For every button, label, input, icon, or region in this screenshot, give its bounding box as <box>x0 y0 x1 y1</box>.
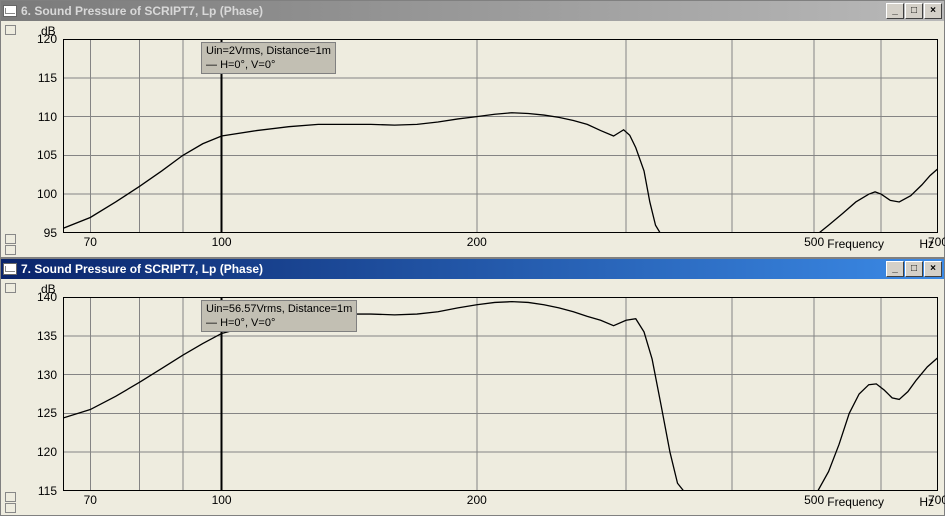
plot-area <box>63 297 938 491</box>
tool-icon[interactable] <box>5 234 16 244</box>
tool-icon[interactable] <box>5 503 16 513</box>
maximize-button[interactable]: □ <box>905 261 923 277</box>
minimize-button[interactable]: _ <box>886 3 904 19</box>
titlebar-7[interactable]: 7. Sound Pressure of SCRIPT7, Lp (Phase)… <box>1 259 944 279</box>
window-title: 7. Sound Pressure of SCRIPT7, Lp (Phase) <box>21 262 886 276</box>
left-toolbar-bottom <box>5 234 16 255</box>
tool-icon[interactable] <box>5 25 16 35</box>
chart-client-area: dB 115120125130135140 70100200500700 Fre… <box>1 279 944 515</box>
x-axis-label: Frequency <box>827 237 884 251</box>
legend-box: Uin=2Vrms, Distance=1m H=0°, V=0° <box>201 42 336 74</box>
close-button[interactable]: × <box>924 261 942 277</box>
window-buttons: _ □ × <box>886 261 942 277</box>
x-axis-label: Frequency <box>827 495 884 509</box>
minimize-button[interactable]: _ <box>886 261 904 277</box>
close-button[interactable]: × <box>924 3 942 19</box>
legend-line1: Uin=56.57Vrms, Distance=1m <box>206 302 352 316</box>
tool-icon[interactable] <box>5 283 16 293</box>
chart-icon <box>3 5 17 17</box>
x-tick-labels: 70100200500700 <box>63 235 938 251</box>
chart-window-7: 7. Sound Pressure of SCRIPT7, Lp (Phase)… <box>0 258 945 516</box>
y-tick-labels: 115120125130135140 <box>31 297 61 491</box>
chart-icon <box>3 263 17 275</box>
y-tick-labels: 95100105110115120 <box>31 39 61 233</box>
tool-icon[interactable] <box>5 492 16 502</box>
chart-window-6: 6. Sound Pressure of SCRIPT7, Lp (Phase)… <box>0 0 945 258</box>
legend-line1: Uin=2Vrms, Distance=1m <box>206 44 331 58</box>
plot-area <box>63 39 938 233</box>
window-buttons: _ □ × <box>886 3 942 19</box>
titlebar-6[interactable]: 6. Sound Pressure of SCRIPT7, Lp (Phase)… <box>1 1 944 21</box>
legend-line2: H=0°, V=0° <box>206 58 331 72</box>
tool-icon[interactable] <box>5 245 16 255</box>
legend-box: Uin=56.57Vrms, Distance=1m H=0°, V=0° <box>201 300 357 332</box>
x-tick-labels: 70100200500700 <box>63 493 938 509</box>
legend-line2: H=0°, V=0° <box>206 316 352 330</box>
chart-client-area: dB 95100105110115120 70100200500700 Freq… <box>1 21 944 257</box>
left-toolbar-bottom <box>5 492 16 513</box>
maximize-button[interactable]: □ <box>905 3 923 19</box>
left-toolbar-top <box>5 283 16 293</box>
x-axis-unit: Hz <box>919 237 934 251</box>
left-toolbar-top <box>5 25 16 35</box>
window-title: 6. Sound Pressure of SCRIPT7, Lp (Phase) <box>21 4 886 18</box>
x-axis-unit: Hz <box>919 495 934 509</box>
